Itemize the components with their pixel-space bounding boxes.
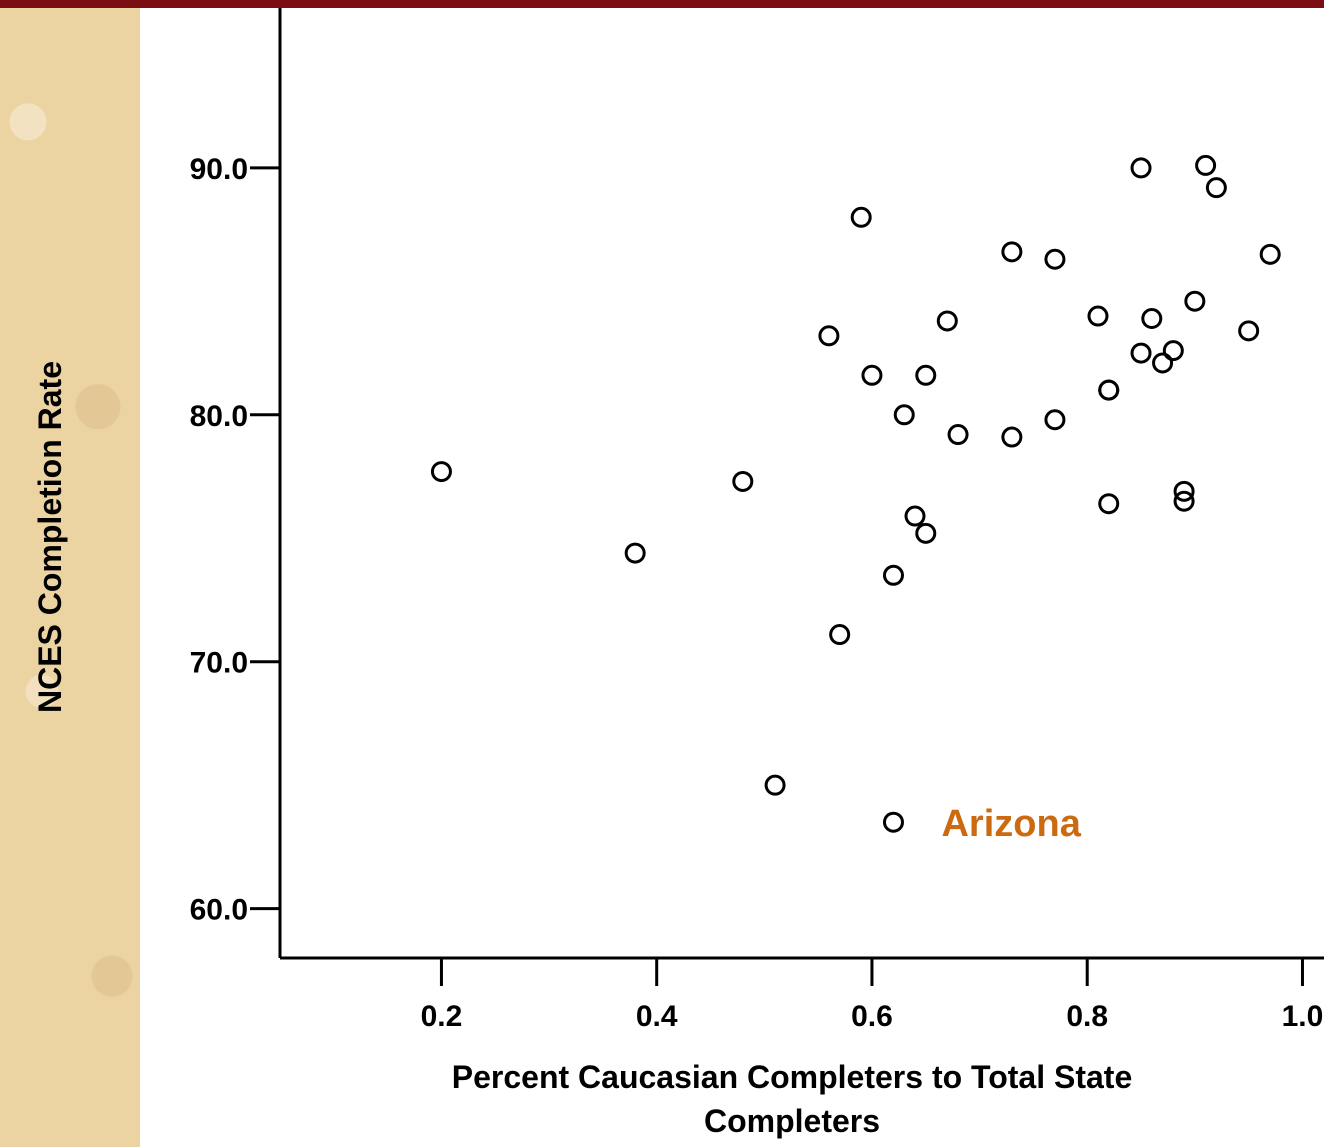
data-points bbox=[430, 154, 1281, 833]
y-tick-label: 80.0 bbox=[190, 400, 248, 433]
chart-axes bbox=[278, 8, 1324, 960]
data-point bbox=[947, 424, 969, 446]
data-point bbox=[818, 325, 840, 347]
y-tick-label: 60.0 bbox=[190, 894, 248, 927]
data-point bbox=[1238, 320, 1260, 342]
data-point bbox=[1130, 157, 1152, 179]
data-point bbox=[1162, 340, 1184, 362]
top-border-bar bbox=[0, 0, 1324, 8]
data-point bbox=[1173, 480, 1195, 502]
data-point bbox=[829, 624, 851, 646]
data-point bbox=[1001, 426, 1023, 448]
data-point bbox=[1098, 493, 1120, 515]
data-point bbox=[1001, 241, 1023, 263]
data-point bbox=[1195, 154, 1217, 176]
data-point bbox=[861, 364, 883, 386]
data-point bbox=[764, 774, 786, 796]
data-point bbox=[1259, 243, 1281, 265]
data-point bbox=[904, 505, 926, 527]
data-point bbox=[882, 811, 904, 833]
data-point bbox=[624, 542, 646, 564]
x-tick-label: 0.4 bbox=[636, 1000, 678, 1033]
data-point bbox=[1173, 490, 1195, 512]
data-point bbox=[893, 404, 915, 426]
x-axis-ticks: 0.2 0.4 0.6 0.8 1.0 bbox=[421, 958, 1324, 1033]
x-tick-label: 1.0 bbox=[1282, 1000, 1324, 1033]
data-point bbox=[1205, 177, 1227, 199]
data-point bbox=[850, 206, 872, 228]
y-tick-label: 70.0 bbox=[190, 647, 248, 680]
x-axis-title-line-1: Percent Caucasian Completers to Total St… bbox=[452, 1059, 1132, 1095]
data-point bbox=[732, 470, 754, 492]
y-tick-label: 90.0 bbox=[190, 153, 248, 186]
data-point bbox=[430, 461, 452, 483]
data-point bbox=[1152, 352, 1174, 374]
data-point bbox=[1098, 379, 1120, 401]
x-tick-label: 0.8 bbox=[1066, 1000, 1108, 1033]
data-point bbox=[915, 364, 937, 386]
data-point bbox=[915, 522, 937, 544]
data-point bbox=[1141, 308, 1163, 330]
data-point bbox=[1044, 409, 1066, 431]
data-point bbox=[936, 310, 958, 332]
data-point bbox=[1184, 290, 1206, 312]
data-point bbox=[1044, 248, 1066, 270]
y-axis-ticks: 60.0 70.0 80.0 90.0 bbox=[190, 153, 280, 927]
annotation-arizona: Arizona bbox=[941, 803, 1081, 845]
data-point bbox=[1087, 305, 1109, 327]
data-point bbox=[1130, 342, 1152, 364]
x-tick-label: 0.6 bbox=[851, 1000, 893, 1033]
x-axis-title-line-2: Completers bbox=[704, 1103, 880, 1139]
y-axis-title: NCES Completion Rate bbox=[32, 361, 68, 713]
x-tick-label: 0.2 bbox=[421, 1000, 463, 1033]
data-point bbox=[882, 564, 904, 586]
parchment-side-strip bbox=[0, 8, 140, 1147]
